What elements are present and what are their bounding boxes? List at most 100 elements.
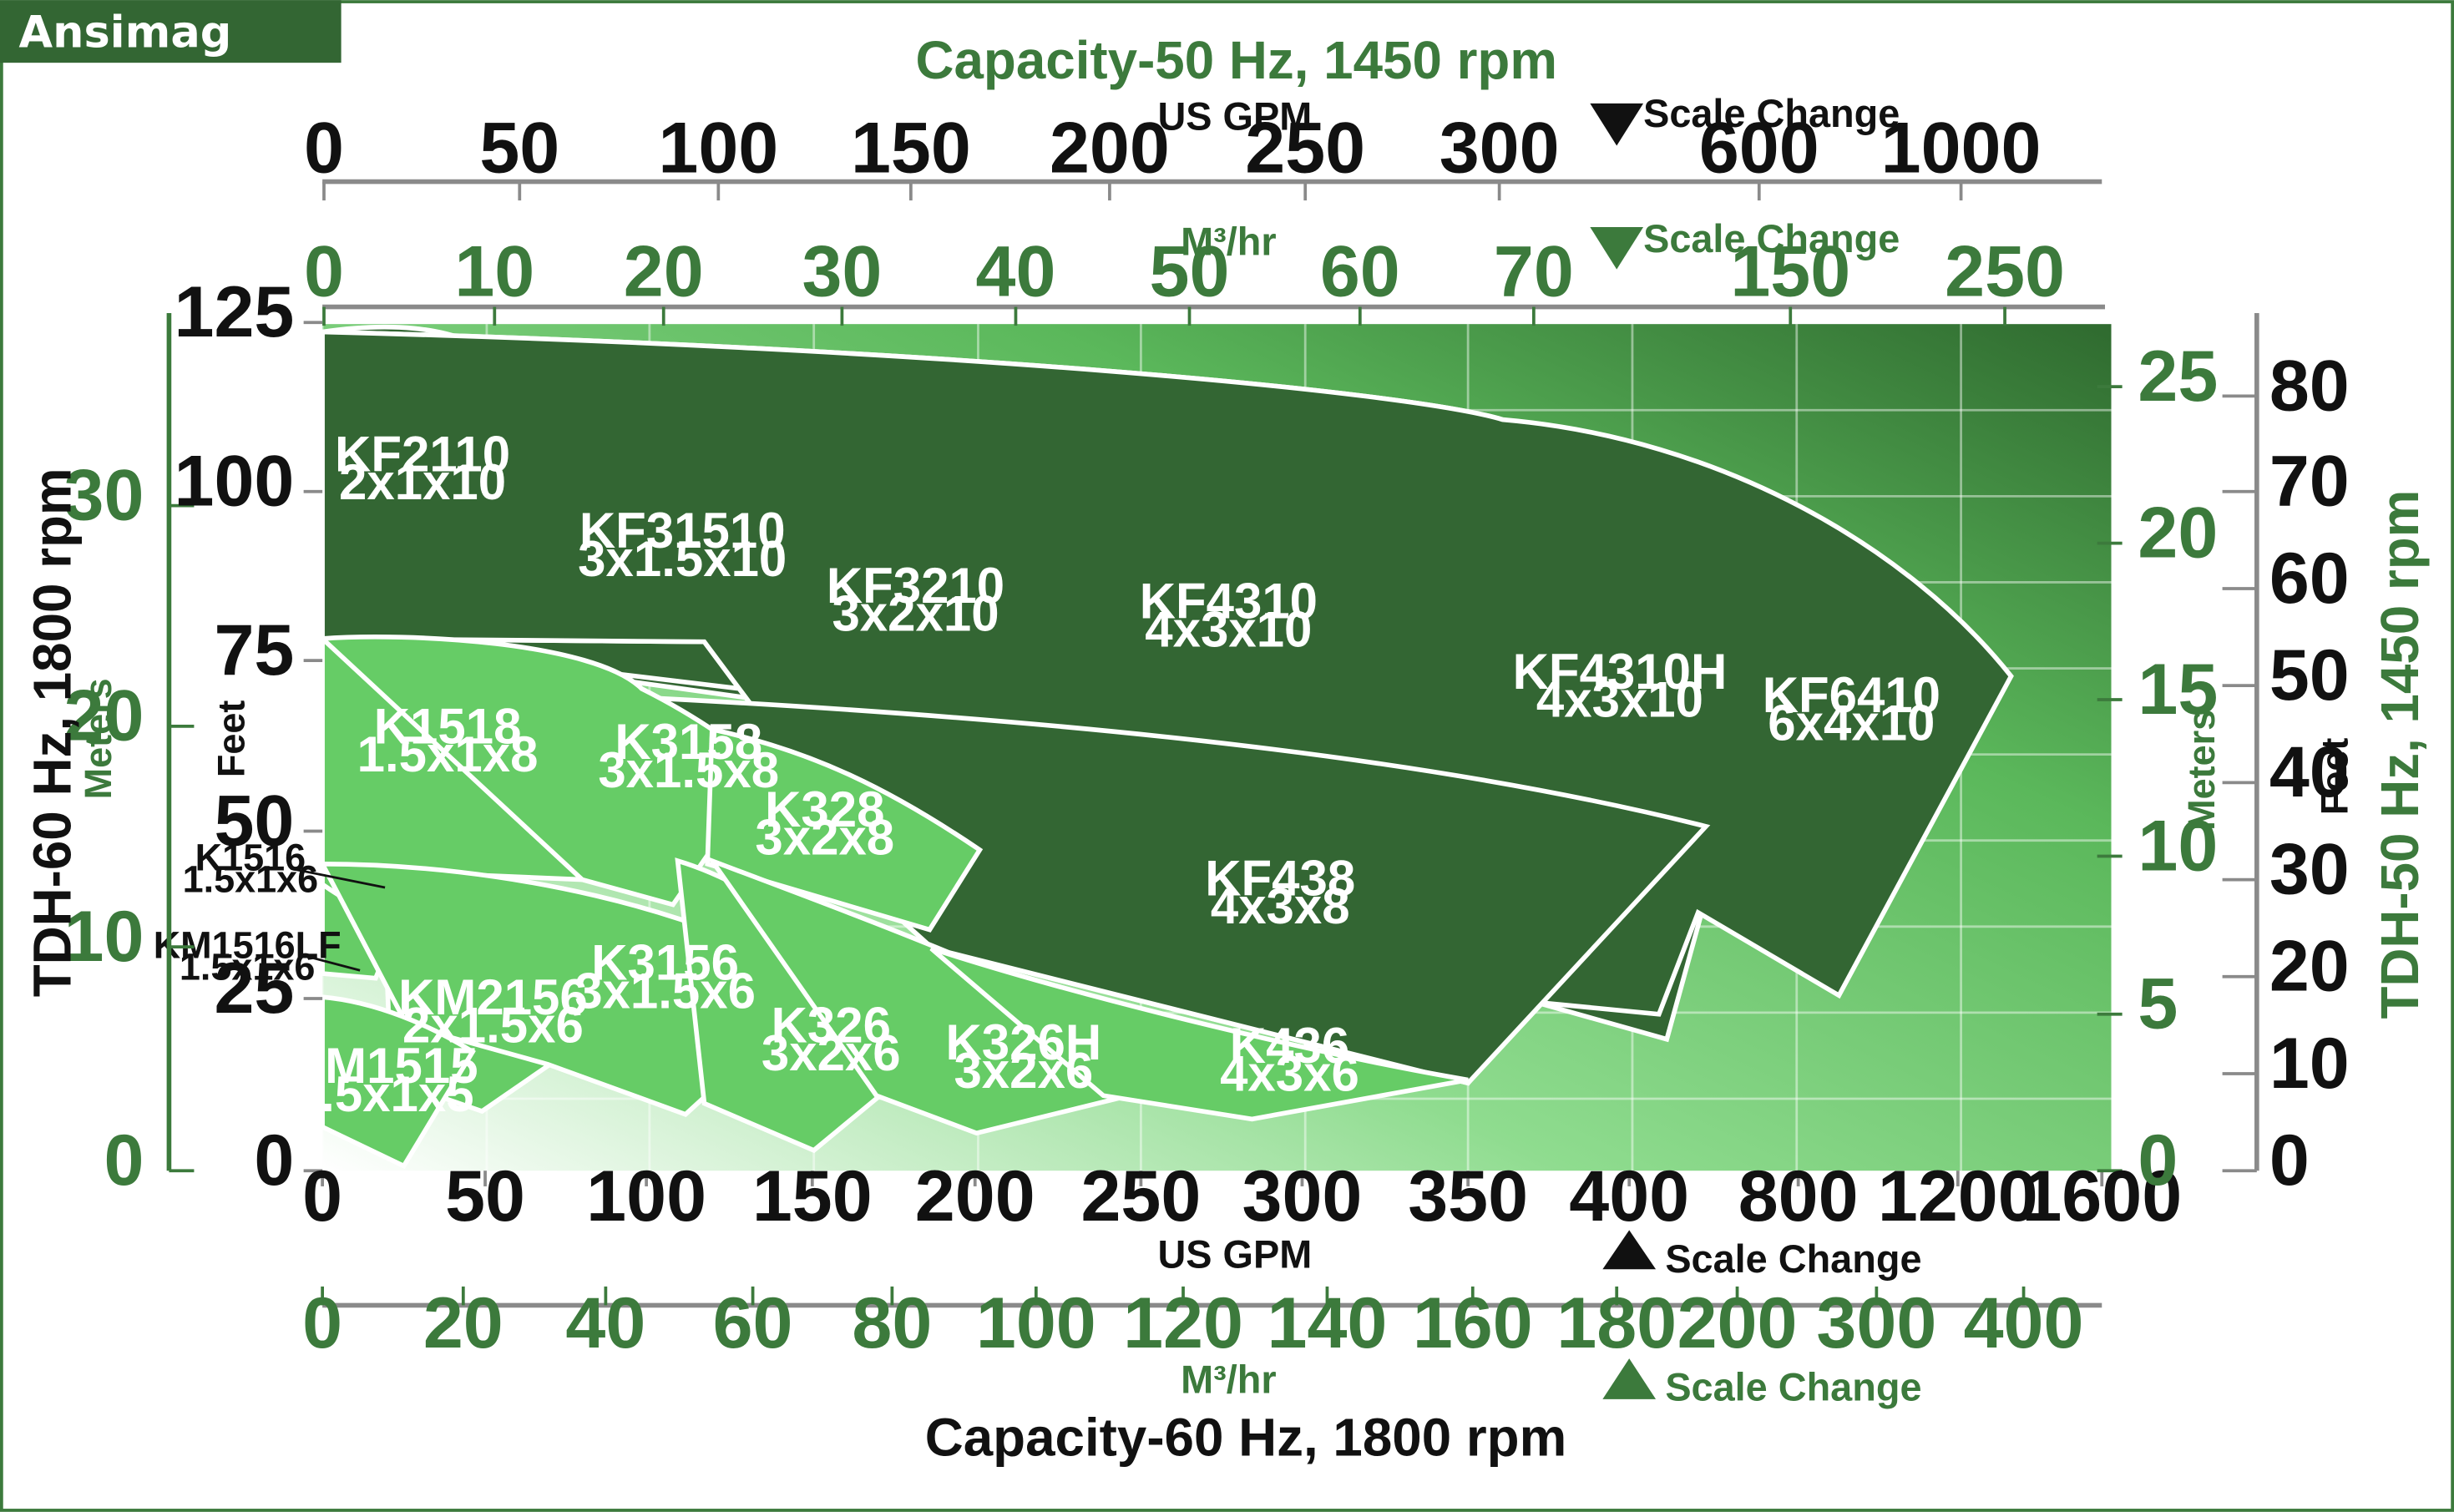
region-size-kf4310h: 4x3x10 — [1536, 672, 1703, 728]
y-left-title: TDH-60 Hz, 1800 rpm — [22, 468, 82, 997]
region-name-km1515: KM1515 — [289, 1038, 478, 1094]
bottom-m3-label-2: 40 — [565, 1283, 645, 1363]
bottom-gpm-label-5: 250 — [1080, 1156, 1201, 1236]
bottom-title: Capacity-60 Hz, 1800 rpm — [925, 1407, 1567, 1467]
region-name-k1518: K1518 — [374, 699, 522, 755]
top-gpm-label-0: 0 — [304, 108, 344, 188]
left-feet-label-1: 25 — [214, 948, 294, 1029]
top-m3-label-2: 20 — [624, 231, 704, 311]
region-name-kf6410: KF6410 — [1763, 667, 1940, 723]
right-meters-label-1: 5 — [2138, 964, 2178, 1044]
bottom-gpm-label-4: 200 — [915, 1156, 1035, 1236]
region-name-kf4310h: KF4310H — [1513, 644, 1728, 700]
top-gpm-label-3: 150 — [851, 108, 971, 188]
top-m3-label-7: 70 — [1494, 231, 1574, 311]
bottom-gpm-label-7: 350 — [1408, 1156, 1528, 1236]
left-feet-label-5: 125 — [175, 272, 295, 352]
region-km1515 — [320, 994, 476, 1170]
left-feet-label-3: 75 — [214, 610, 294, 690]
region-name-kf2110: KF2110 — [335, 426, 510, 482]
region-size-kf31510: 3x1.5x10 — [578, 531, 787, 587]
bottom-m3-label-5: 100 — [976, 1283, 1096, 1363]
region-size-k326: 3x2x6 — [761, 1025, 901, 1081]
right-feet-label-8: 80 — [2269, 346, 2350, 426]
left-feet-label-4: 100 — [175, 442, 295, 522]
top-gpm-label-2: 100 — [658, 108, 778, 188]
bottom-m3-label-3: 60 — [713, 1283, 793, 1363]
left-meters-label-2: 20 — [64, 676, 144, 756]
region-name-k436: K436 — [1230, 1018, 1349, 1074]
bottom-m3-label-7: 140 — [1267, 1283, 1388, 1363]
region-name-k326h: K326H — [945, 1014, 1101, 1070]
scale-change-top-m3: Scale Change — [1643, 217, 1900, 260]
right-meters-label-3: 15 — [2138, 650, 2218, 730]
region-size-km1515: 1.5x1x5 — [293, 1066, 474, 1122]
region-size-kf3210: 3x2x10 — [832, 586, 999, 642]
right-feet-label-5: 50 — [2269, 635, 2350, 716]
region-name-k3158: K3158 — [615, 714, 762, 770]
right-feet-label-2: 20 — [2269, 927, 2350, 1007]
region-size-kf6410: 6x4x10 — [1768, 695, 1935, 751]
bottom-gpm-label-1: 50 — [445, 1156, 525, 1236]
region-name-k3156: K3156 — [591, 935, 739, 991]
y-right-title: TDH-50 Hz, 1450 rpm — [2370, 490, 2430, 1019]
right-meters-label-0: 0 — [2138, 1120, 2178, 1201]
top-gpm-label-8: 1000 — [1881, 108, 2042, 188]
region-size-kf438: 4x3x8 — [1211, 878, 1350, 934]
region-name-km2156: KM2156 — [398, 969, 588, 1025]
region-k436 — [929, 946, 1469, 1122]
bottom-gpm-label-2: 100 — [586, 1156, 706, 1236]
bottom-m3-label-4: 80 — [852, 1283, 932, 1363]
bottom-m3-label-1: 20 — [423, 1283, 503, 1363]
top-m3-label-9: 250 — [1945, 231, 2065, 311]
top-title: Capacity-50 Hz, 1450 rpm — [915, 30, 1557, 90]
top-gpm-label-4: 200 — [1050, 108, 1170, 188]
region-name-k326: K326 — [772, 998, 891, 1054]
bottom-gpm-label-6: 300 — [1242, 1156, 1363, 1236]
region-size-k436: 4x3x6 — [1220, 1046, 1359, 1102]
region-name-kf31510: KF31510 — [579, 503, 786, 559]
scale-change-top-gpm: Scale Change — [1643, 92, 1900, 135]
bottom-m3-label-6: 120 — [1123, 1283, 1243, 1363]
bottom-m3-label-9: 180 — [1556, 1283, 1677, 1363]
region-size-kf4310: 4x3x10 — [1145, 601, 1312, 657]
scale-change-bottom-gpm-icon — [1602, 1230, 1657, 1270]
right-feet-label-7: 70 — [2269, 442, 2350, 522]
bottom-m3-label: M³/hr — [1181, 1358, 1276, 1401]
bottom-m3-label-10: 200 — [1677, 1283, 1798, 1363]
region-size-k1518: 1.5x1x8 — [357, 726, 539, 782]
region-size-k1516: 1.5x1x6 — [183, 858, 319, 901]
performance-regions — [316, 324, 2014, 1170]
region-name-kf438: KF438 — [1205, 850, 1355, 906]
scale-change-top-m3-icon — [1590, 226, 1644, 270]
left-feet-label-2: 50 — [214, 781, 294, 861]
region-k328 — [705, 726, 984, 933]
left-feet-label: Feet — [210, 700, 252, 777]
region-name-k328: K328 — [765, 781, 884, 837]
top-m3-label-1: 10 — [454, 231, 534, 311]
top-m3-label-0: 0 — [304, 231, 344, 311]
region-size-km1516lf: 1.5x1x6 — [180, 946, 316, 989]
right-meters-label-5: 25 — [2138, 336, 2218, 417]
bottom-gpm-label-11: 1600 — [2021, 1156, 2182, 1236]
top-m3-label-8: 150 — [1730, 231, 1850, 311]
top-gpm-label-6: 300 — [1440, 108, 1560, 188]
region-size-k3158: 3x1.5x8 — [598, 742, 779, 798]
left-feet-label-0: 0 — [254, 1120, 294, 1201]
left-meters-label: Meters — [77, 678, 119, 799]
bottom-gpm-label-8: 400 — [1569, 1156, 1689, 1236]
right-feet-label-6: 60 — [2269, 539, 2350, 619]
top-m3-label-6: 60 — [1320, 231, 1400, 311]
right-feet-label-4: 40 — [2269, 732, 2350, 812]
bottom-m3-label-11: 300 — [1816, 1283, 1936, 1363]
bottom-m3-label-0: 0 — [302, 1283, 342, 1363]
top-m3-label-5: 50 — [1150, 231, 1230, 311]
bottom-gpm-label-10: 1200 — [1878, 1156, 2038, 1236]
region-size-km2156: 2x1.5x6 — [402, 998, 584, 1054]
right-feet-label-0: 0 — [2269, 1120, 2310, 1201]
top-m3-label-3: 30 — [802, 231, 882, 311]
